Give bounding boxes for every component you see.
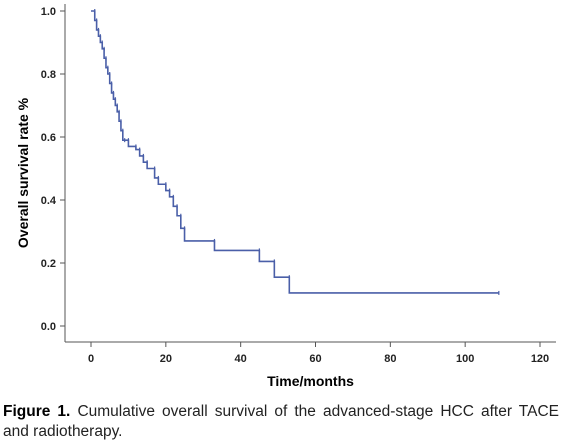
x-tick-label: 120 (531, 353, 549, 365)
y-tick-label: 0.2 (41, 258, 56, 270)
y-tick-label: 0.4 (41, 195, 57, 207)
y-tick-label: 0.8 (41, 69, 56, 81)
x-tick-label: 20 (160, 353, 172, 365)
survival-curve (91, 10, 499, 294)
survival-chart: 0 20 40 60 80 100 120 0.0 0.2 0.4 0.6 0.8 1.0 Time/… (15, 4, 556, 389)
x-tick-label: 60 (309, 353, 321, 365)
plot-area (91, 9, 500, 295)
y-axis-title: Overall survival rate % (15, 97, 31, 248)
x-tick-label: 0 (88, 353, 94, 365)
y-tick-label: 0.0 (41, 321, 56, 333)
y-tick-label: 1.0 (41, 6, 56, 18)
x-axis-ticks: 0 20 40 60 80 100 120 (88, 342, 549, 365)
figure-label: Figure 1. (3, 403, 71, 420)
caption-text: Cumulative overall survival of the advan… (3, 403, 559, 440)
y-tick-label: 0.6 (41, 132, 56, 144)
x-tick-label: 80 (384, 353, 396, 365)
x-tick-label: 40 (235, 353, 247, 365)
figure-caption: Figure 1. Cumulative overall survival of… (3, 402, 559, 442)
x-tick-label: 100 (456, 353, 474, 365)
y-axis-ticks: 0.0 0.2 0.4 0.6 0.8 1.0 (41, 6, 65, 333)
x-axis-title: Time/months (267, 373, 354, 389)
